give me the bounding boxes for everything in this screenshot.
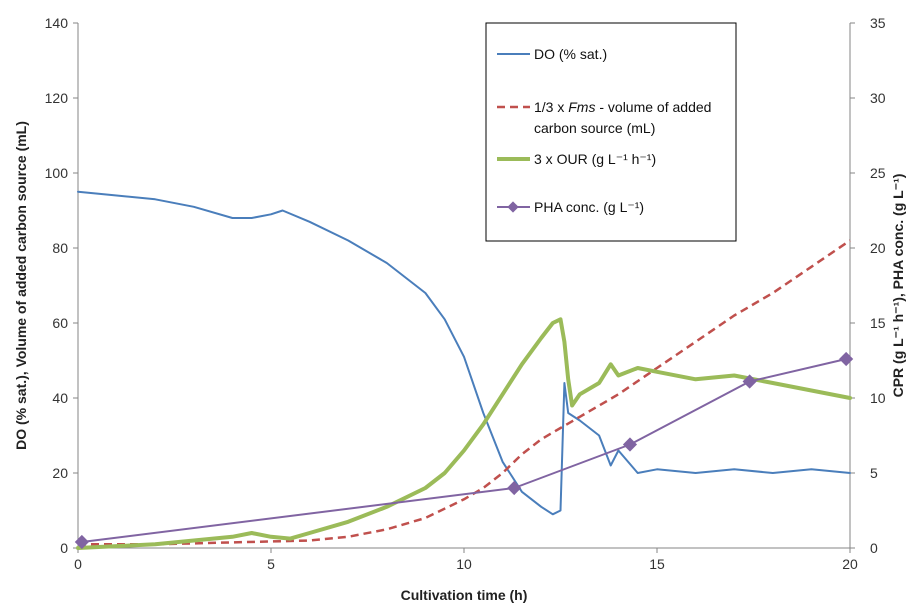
y-axis-right-title: CPR (g L⁻¹ h⁻¹), PHA conc. (g L⁻¹) [890, 174, 906, 398]
legend-marker-pha [507, 201, 519, 213]
legend-box [485, 22, 737, 242]
y-left-tick-label: 100 [45, 165, 69, 181]
y-right-tick-label: 0 [870, 540, 878, 556]
y-right-tick-label: 15 [870, 315, 886, 331]
series-line-2 [76, 317, 852, 550]
pha-point [74, 534, 89, 550]
y-right-tick-label: 30 [870, 90, 886, 106]
y-right-tick-label: 20 [870, 240, 886, 256]
y-left-tick-label: 80 [52, 240, 68, 256]
x-tick-label: 10 [456, 556, 472, 572]
x-tick-label: 0 [74, 556, 82, 572]
series-line-1 [78, 239, 851, 546]
x-tick-label: 5 [267, 556, 275, 572]
pha-point [507, 480, 522, 496]
legend-label-pha: PHA conc. (g L⁻¹) [534, 199, 644, 215]
series-layer [74, 190, 854, 550]
legend: DO (% sat.) 1/3 x Fms - volume of added … [485, 22, 737, 242]
legend-label-our: 3 x OUR (g L⁻¹ h⁻¹) [534, 151, 656, 167]
legend-label-do: DO (% sat.) [534, 46, 607, 62]
legend-label-fms-line2: carbon source (mL) [534, 120, 655, 136]
x-tick-label: 15 [649, 556, 665, 572]
legend-label-fms: 1/3 x Fms - volume of added [534, 99, 711, 115]
y-right-tick-label: 5 [870, 465, 878, 481]
y-left-tick-label: 60 [52, 315, 68, 331]
pha-point [742, 374, 757, 389]
y-right-tick-label: 25 [870, 165, 886, 181]
y-left-tick-label: 0 [60, 540, 68, 556]
x-axis-title: Cultivation time (h) [401, 587, 528, 603]
pha-point [622, 437, 638, 452]
y-left-tick-label: 140 [45, 15, 69, 31]
y-axis-left-title: DO (% sat.), Volume of added carbon sour… [13, 121, 29, 450]
y-right-tick-label: 10 [870, 390, 886, 406]
x-tick-label: 20 [842, 556, 858, 572]
pha-point [839, 351, 854, 367]
y-left-tick-label: 120 [45, 90, 69, 106]
series-line-0 [77, 190, 851, 516]
y-left-tick-label: 20 [52, 465, 68, 481]
y-right-tick-label: 35 [870, 15, 886, 31]
y-left-tick-label: 40 [52, 390, 68, 406]
axes: 0 5 10 15 20 0 20 40 60 80 100 120 140 0 5 10 15 20 25 30 35… [13, 15, 906, 603]
